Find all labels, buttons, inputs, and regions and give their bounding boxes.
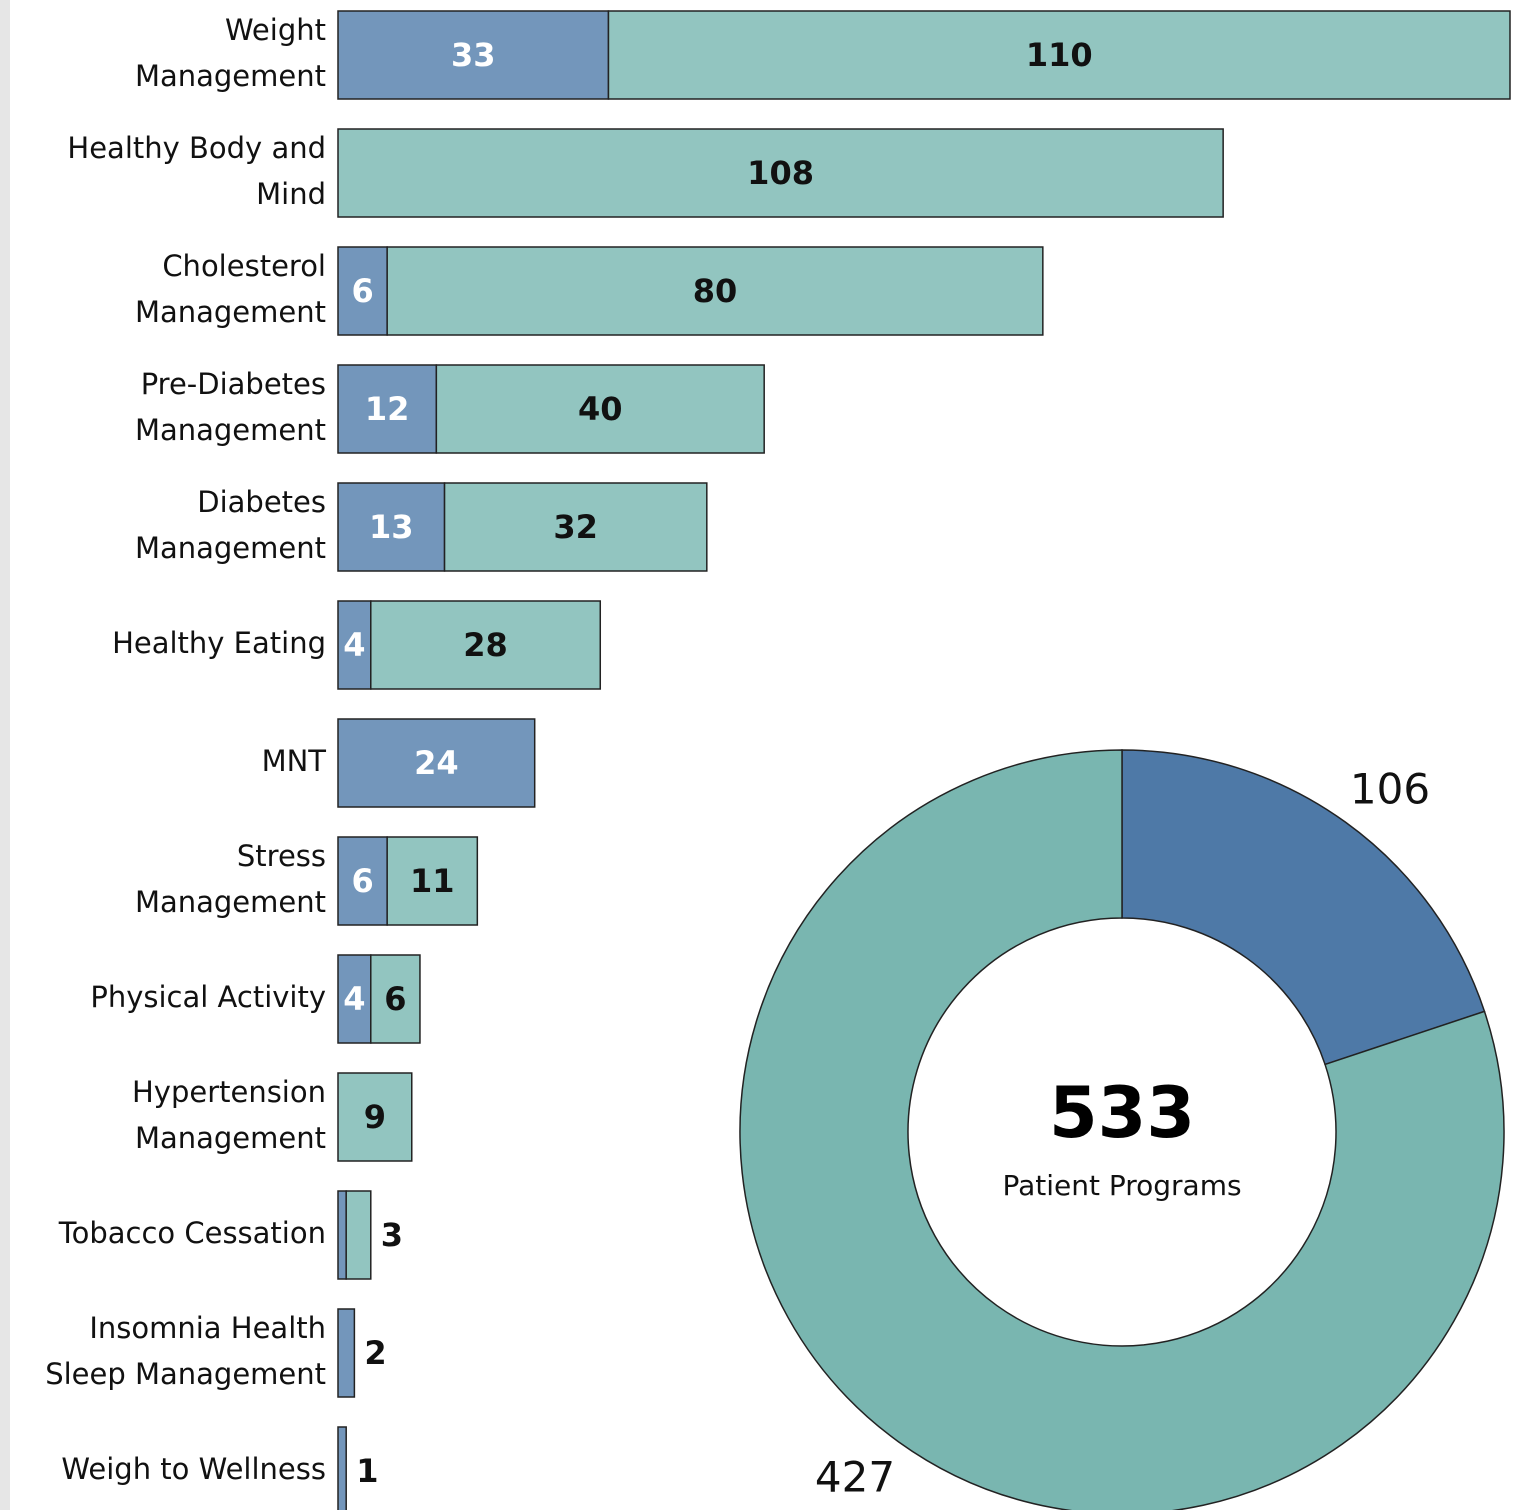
- value-label: 13: [369, 508, 414, 546]
- bar-segment: [337, 718, 536, 808]
- donut-slice: [1121, 749, 1486, 1066]
- category-label-line: Management: [135, 413, 326, 447]
- bar-segment: [386, 246, 1044, 336]
- category-label-line: Management: [135, 295, 326, 329]
- category-label-line: Stress: [237, 839, 326, 873]
- category-label-line: Mind: [256, 177, 326, 211]
- category-label: Diabetes Management: [135, 485, 326, 565]
- bar-segment: [337, 1308, 356, 1398]
- bar-segment: [337, 10, 610, 100]
- value-label: 33: [451, 36, 496, 74]
- category-label-line: Sleep Management: [45, 1357, 326, 1391]
- category-label: Physical Activity: [90, 980, 326, 1014]
- value-label: 4: [343, 980, 365, 1018]
- category-label-line: Management: [135, 885, 326, 919]
- value-label: 11: [410, 862, 455, 900]
- category-label: Weigh to Wellness: [61, 1452, 326, 1486]
- value-label: 28: [463, 626, 508, 664]
- donut-total-label: Patient Programs: [1002, 1169, 1241, 1202]
- category-label: Tobacco Cessation: [58, 1216, 326, 1250]
- value-label: 4: [343, 626, 365, 664]
- donut-slice: [739, 749, 1505, 1510]
- category-label: Stress Management: [135, 839, 326, 919]
- bar-segment: [345, 1190, 372, 1280]
- bar-segment: [386, 836, 479, 926]
- value-label: 110: [1026, 36, 1093, 74]
- category-label-line: Management: [135, 531, 326, 565]
- value-label: 6: [384, 980, 406, 1018]
- category-label-line: Cholesterol: [162, 249, 326, 283]
- bar-segment: [370, 954, 421, 1044]
- value-label: 9: [364, 1098, 386, 1136]
- category-label: Weight Management: [135, 13, 326, 93]
- category-label: Healthy Eating: [112, 626, 326, 660]
- bar-segment: [435, 364, 765, 454]
- category-label: Cholesterol Management: [135, 249, 326, 329]
- donut-total: 533: [1049, 1072, 1195, 1154]
- value-label: 2: [364, 1334, 386, 1372]
- bar-segment: [337, 600, 372, 690]
- value-label: 6: [351, 862, 373, 900]
- category-label: MNT: [262, 744, 327, 778]
- category-label: Pre-Diabetes Management: [135, 367, 326, 447]
- category-label-line: Diabetes: [197, 485, 326, 519]
- value-label: 3: [381, 1216, 403, 1254]
- category-label-line: Insomnia Health: [89, 1311, 326, 1345]
- value-label: 108: [747, 154, 814, 192]
- bar-segment: [337, 836, 388, 926]
- value-label: 12: [365, 390, 410, 428]
- value-label: 80: [693, 272, 738, 310]
- category-label-line: Management: [135, 59, 326, 93]
- category-label-line: Healthy Body and: [67, 131, 326, 165]
- value-label: 24: [414, 744, 459, 782]
- bar-segment: [370, 600, 602, 690]
- category-label-line: Management: [135, 1121, 326, 1155]
- category-label: Hypertension Management: [132, 1075, 326, 1155]
- bar-segment: [443, 482, 708, 572]
- bar-segment: [337, 1190, 347, 1280]
- category-label: Healthy Body and Mind: [67, 131, 326, 211]
- bar-segment: [337, 1072, 413, 1162]
- bar-segment: [337, 1426, 347, 1510]
- category-label-line: Hypertension: [132, 1075, 326, 1109]
- value-label: 32: [553, 508, 598, 546]
- side-strip: [0, 0, 10, 1510]
- category-label-line: Weight: [225, 13, 326, 47]
- bar-segment: [607, 10, 1511, 100]
- value-label: 40: [578, 390, 623, 428]
- donut-value-label: 427: [815, 1453, 895, 1502]
- category-label-line: Pre-Diabetes: [141, 367, 326, 401]
- bar-segment: [337, 364, 438, 454]
- category-label: Insomnia Health Sleep Management: [45, 1311, 326, 1391]
- donut-value-label: 106: [1350, 765, 1430, 814]
- value-label: 6: [351, 272, 373, 310]
- value-label: 1: [356, 1452, 378, 1490]
- bar-segment: [337, 482, 446, 572]
- bar-segment: [337, 128, 1224, 218]
